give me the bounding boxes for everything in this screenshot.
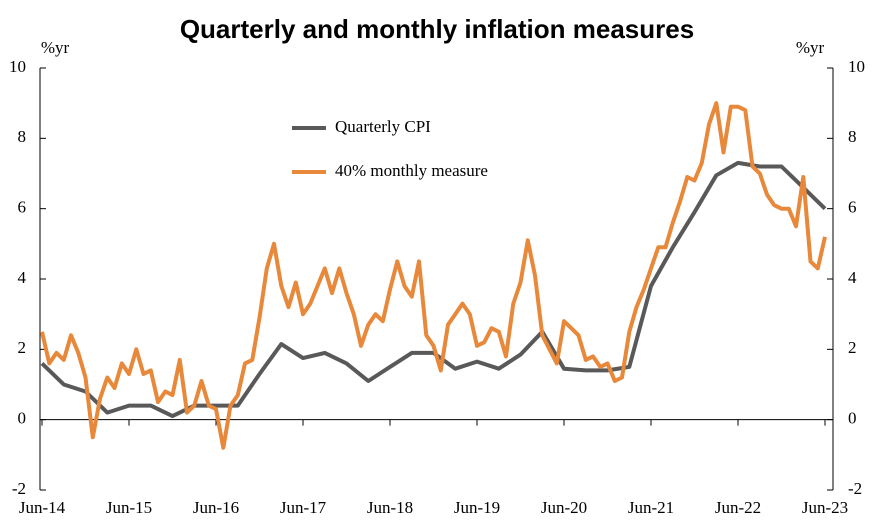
x-tick-label: Jun-21 (628, 498, 674, 517)
x-tick-label: Jun-19 (454, 498, 500, 517)
y2-tick-label: 4 (848, 268, 857, 287)
y2-tick-label: 8 (848, 127, 857, 146)
x-tick-label: Jun-16 (193, 498, 239, 517)
x-tick-label: Jun-18 (367, 498, 413, 517)
x-tick-label: Jun-14 (19, 498, 66, 517)
y-tick-label: 10 (9, 57, 26, 76)
series-line (40, 160, 827, 419)
y2-tick-label: 6 (848, 198, 857, 217)
legend-label: 40% monthly measure (335, 161, 488, 180)
y2-axis-label: %yr (796, 38, 825, 57)
y-axis-label: %yr (41, 38, 70, 57)
y-tick-label: 0 (18, 409, 27, 428)
y-tick-label: 4 (18, 268, 27, 287)
y2-tick-label: 10 (848, 57, 865, 76)
x-tick-label: Jun-23 (802, 498, 848, 517)
x-tick-label: Jun-22 (715, 498, 761, 517)
y-tick-label: 8 (18, 127, 27, 146)
x-tick-label: Jun-20 (541, 498, 587, 517)
y-tick-label: -2 (12, 479, 26, 498)
x-tick-label: Jun-17 (280, 498, 327, 517)
series-line (40, 101, 827, 450)
chart-title: Quarterly and monthly inflation measures (180, 14, 694, 44)
y2-tick-label: -2 (848, 479, 862, 498)
x-tick-label: Jun-15 (106, 498, 152, 517)
y2-tick-label: 2 (848, 338, 857, 357)
y-tick-label: 2 (18, 338, 27, 357)
legend-label: Quarterly CPI (335, 117, 431, 136)
y2-tick-label: 0 (848, 409, 857, 428)
y-tick-label: 6 (18, 198, 27, 217)
